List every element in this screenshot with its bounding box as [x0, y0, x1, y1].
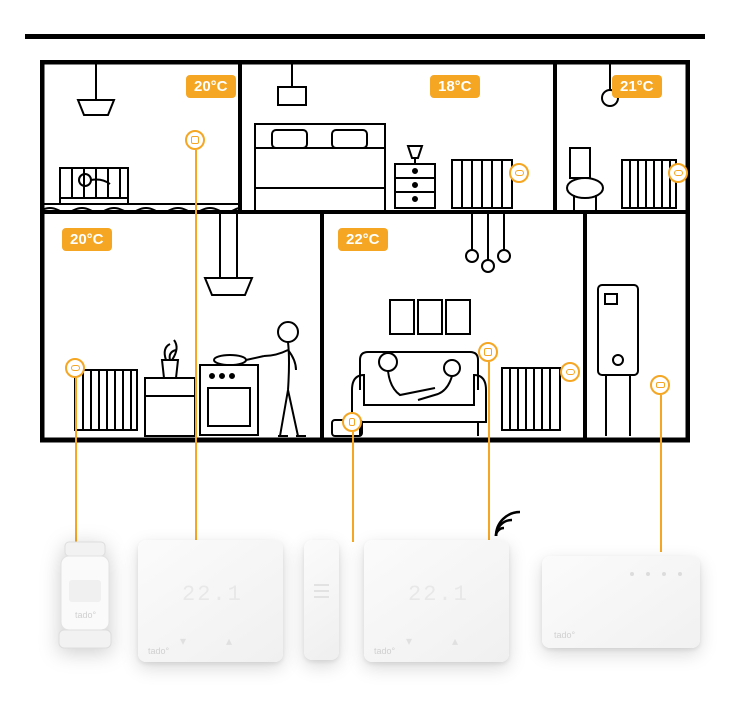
connector-boiler	[660, 395, 662, 552]
connector-nursery	[195, 150, 197, 542]
thermostat1-display: 22.1	[182, 582, 243, 607]
device-bridge: tado°	[542, 556, 700, 648]
device-thermostat-1: 22.1 ▾▴ tado°	[138, 540, 283, 662]
house-outline	[40, 60, 690, 445]
temp-badge-nursery: 20°C	[186, 75, 236, 98]
thermostat2-brand: tado°	[374, 646, 395, 656]
sensor-bathroom-trv	[668, 163, 688, 183]
temp-badge-bedroom: 18°C	[430, 75, 480, 98]
temp-badge-kitchen: 20°C	[62, 228, 112, 251]
sensor-bedroom-trv	[509, 163, 529, 183]
bedroom-radiator	[452, 160, 512, 208]
sensor-bridge	[342, 412, 362, 432]
diagram-canvas: 20°C 18°C 21°C 20°C 22°C tado° 22.1 ▾▴ t…	[0, 0, 732, 720]
temp-badge-bathroom: 21°C	[612, 75, 662, 98]
nursery-art	[60, 62, 128, 205]
trv-brand: tado°	[75, 610, 96, 620]
device-thermostat-2: 22.1 ▾▴ tado°	[364, 540, 509, 662]
temp-badge-living: 22°C	[338, 228, 388, 251]
device-trv: tado°	[55, 540, 115, 652]
plant-icon	[162, 340, 178, 378]
sensor-kitchen-trv	[65, 358, 85, 378]
connector-kitchen	[75, 378, 77, 545]
sensor-nursery-thermostat	[185, 130, 205, 150]
boiler-art	[598, 285, 638, 436]
roof-bar	[25, 34, 705, 39]
thermostat2-display: 22.1	[408, 582, 469, 607]
sensor-living-thermostat	[478, 342, 498, 362]
sensor-living-trv	[560, 362, 580, 382]
device-extension-kit	[304, 540, 339, 660]
ext-lines-icon	[314, 584, 329, 598]
thermostat2-arrows-icon: ▾▴	[406, 634, 458, 648]
thermostat1-brand: tado°	[148, 646, 169, 656]
connector-bridge	[352, 432, 354, 542]
thermostat1-arrows-icon: ▾▴	[180, 634, 232, 648]
bridge-leds-icon	[630, 572, 682, 576]
bridge-brand: tado°	[554, 630, 575, 640]
sensor-boiler-ext	[650, 375, 670, 395]
